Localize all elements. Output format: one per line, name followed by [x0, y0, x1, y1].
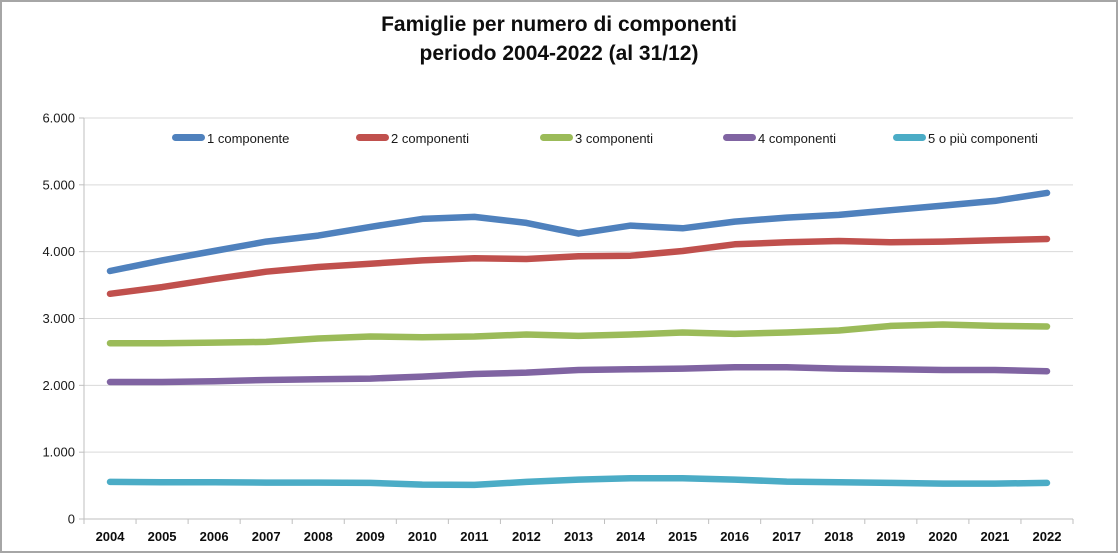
legend-swatch [172, 134, 205, 141]
legend-item-3: 3 componenti [540, 131, 653, 146]
x-axis-label: 2018 [824, 529, 853, 544]
legend-label: 5 o più componenti [928, 131, 1038, 146]
chart-title: Famiglie per numero di componenti period… [2, 10, 1116, 68]
series-line-3 [106, 321, 1051, 347]
chart-title-line2: periodo 2004-2022 (al 31/12) [419, 42, 699, 65]
legend-swatch [356, 134, 389, 141]
y-axis-label: 4.000 [42, 244, 75, 259]
x-axis-label: 2008 [304, 529, 333, 544]
legend-swatch [893, 134, 926, 141]
x-axis-label: 2013 [564, 529, 593, 544]
legend-item-4: 4 componenti [723, 131, 836, 146]
chart-title-line1: Famiglie per numero di componenti [381, 13, 737, 36]
series-line-5 [106, 474, 1051, 489]
x-axis-label: 2006 [200, 529, 229, 544]
legend-swatch [723, 134, 756, 141]
series-line-1 [106, 189, 1051, 275]
x-axis-label: 2011 [460, 529, 488, 544]
x-axis-label: 2010 [408, 529, 437, 544]
legend-label: 3 componenti [575, 131, 653, 146]
x-axis-label: 2016 [720, 529, 749, 544]
y-axis-label: 1.000 [42, 445, 75, 460]
x-axis-label: 2022 [1033, 529, 1062, 544]
y-axis-label: 3.000 [42, 311, 75, 326]
legend-label: 4 componenti [758, 131, 836, 146]
legend-label: 2 componenti [391, 131, 469, 146]
y-axis-label: 6.000 [42, 111, 75, 126]
series-line-2 [106, 235, 1051, 298]
legend-swatch [540, 134, 573, 141]
x-axis-label: 2007 [252, 529, 281, 544]
x-axis-label: 2015 [668, 529, 697, 544]
x-axis-label: 2017 [772, 529, 801, 544]
y-axis-label: 2.000 [42, 378, 75, 393]
x-axis-label: 2021 [980, 529, 1009, 544]
legend-item-1: 1 componente [172, 131, 289, 146]
x-axis-label: 2019 [876, 529, 905, 544]
legend-item-2: 2 componenti [356, 131, 469, 146]
x-axis-label: 2020 [928, 529, 957, 544]
x-axis-label: 2009 [356, 529, 385, 544]
x-axis-label: 2005 [148, 529, 177, 544]
legend-item-5: 5 o più componenti [893, 131, 1038, 146]
x-axis-label: 2014 [616, 529, 646, 544]
x-axis-label: 2012 [512, 529, 541, 544]
x-axis-label: 2004 [96, 529, 126, 544]
series-line-4 [106, 364, 1051, 386]
y-axis-label: 0 [68, 512, 75, 527]
y-axis-label: 5.000 [42, 177, 75, 192]
legend-label: 1 componente [207, 131, 289, 146]
